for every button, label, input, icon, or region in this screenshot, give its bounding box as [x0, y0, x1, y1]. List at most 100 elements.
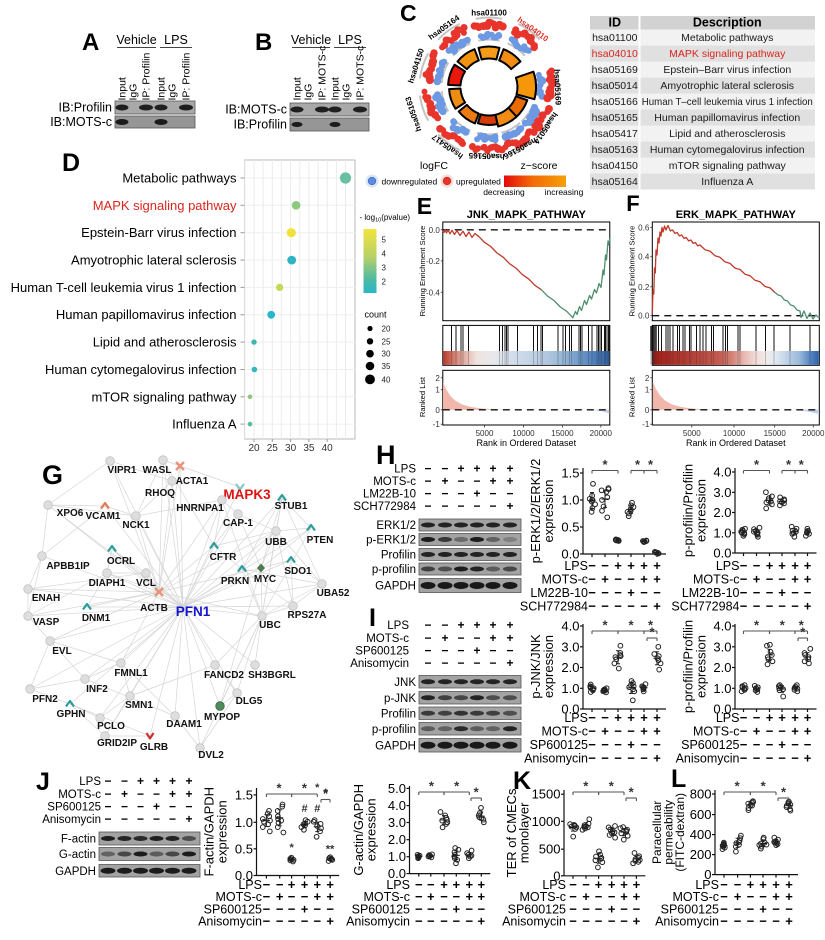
svg-text:SP600125: SP600125: [530, 738, 588, 752]
svg-text:+: +: [276, 889, 284, 904]
svg-text:+: +: [453, 901, 461, 916]
svg-text:+: +: [653, 572, 661, 587]
svg-text:XPO6: XPO6: [57, 508, 84, 519]
svg-text:expression: expression: [541, 635, 556, 698]
svg-text:−: −: [766, 585, 774, 600]
svg-text:0.6: 0.6: [638, 224, 650, 233]
svg-text:+: +: [653, 710, 661, 725]
svg-text:G-actin/GAPDH: G-actin/GAPDH: [351, 784, 366, 876]
svg-text:2: 2: [382, 277, 387, 286]
svg-text:+: +: [121, 787, 128, 801]
svg-text:IP: MOTS-c: IP: MOTS-c: [355, 46, 367, 101]
svg-text:0.4: 0.4: [638, 253, 650, 262]
svg-text:SP600125: SP600125: [204, 902, 262, 916]
svg-text:p-profilin/Profilin: p-profilin/Profilin: [681, 620, 696, 713]
svg-text:−: −: [424, 474, 431, 488]
svg-text:MYPOP: MYPOP: [204, 712, 240, 723]
svg-text:−: −: [740, 751, 748, 766]
svg-text:−: −: [288, 901, 296, 916]
svg-text:2.0: 2.0: [388, 832, 406, 847]
svg-text:DNM1: DNM1: [82, 613, 111, 624]
svg-text:Profilin: Profilin: [381, 708, 416, 720]
svg-text:−: −: [473, 631, 480, 645]
svg-text:+: +: [640, 558, 648, 573]
svg-text:−: −: [441, 462, 448, 476]
svg-text:GLRB: GLRB: [140, 742, 168, 753]
svg-text:+: +: [778, 558, 786, 573]
svg-text:+: +: [608, 877, 616, 892]
svg-text:5000: 5000: [683, 429, 701, 438]
svg-text:+: +: [620, 877, 628, 892]
svg-text:Metabolic pathways: Metabolic pathways: [681, 32, 773, 44]
svg-text:−: −: [778, 724, 786, 739]
svg-text:*: *: [315, 782, 320, 794]
svg-text:NCK1: NCK1: [122, 520, 150, 531]
svg-text:2.0: 2.0: [713, 505, 731, 520]
svg-text:0.5: 0.5: [235, 841, 253, 856]
svg-text:+: +: [778, 737, 786, 752]
svg-text:STUB1: STUB1: [275, 501, 308, 512]
svg-text:Human T–cell leukemia virus 1: Human T–cell leukemia virus 1 infection: [642, 96, 813, 108]
svg-text:FMNL1: FMNL1: [114, 668, 148, 679]
svg-text:−: −: [734, 901, 742, 916]
svg-text:+: +: [753, 724, 761, 739]
svg-text:−: −: [614, 585, 622, 600]
svg-text:IB:Profilin: IB:Profilin: [59, 101, 113, 115]
svg-text:+: +: [326, 877, 334, 892]
svg-text:1.0: 1.0: [235, 815, 253, 830]
svg-text:−: −: [427, 914, 435, 929]
svg-text:GAPDH: GAPDH: [375, 581, 416, 593]
svg-text:-1: -1: [433, 420, 441, 429]
svg-text:+: +: [489, 631, 496, 645]
svg-text:−: −: [153, 787, 160, 801]
svg-text:IB:MOTS-c: IB:MOTS-c: [225, 103, 287, 117]
svg-text:0: 0: [553, 868, 560, 883]
svg-text:+: +: [653, 751, 661, 766]
svg-text:−: −: [121, 812, 128, 826]
svg-text:+: +: [627, 737, 635, 752]
svg-text:F: F: [626, 191, 639, 216]
svg-text:#: #: [314, 803, 320, 815]
svg-text:−: −: [614, 724, 622, 739]
svg-text:−: −: [569, 877, 577, 892]
svg-text:-0.4: -0.4: [426, 288, 440, 297]
svg-text:Anisomycin: Anisomycin: [350, 658, 409, 670]
svg-text:−: −: [627, 572, 635, 587]
svg-text:hsa05014: hsa05014: [592, 80, 638, 92]
svg-text:decreasing: decreasing: [483, 187, 525, 197]
svg-text:LPS: LPS: [238, 878, 262, 892]
svg-text:−: −: [466, 914, 474, 929]
svg-text:IB:Profilin: IB:Profilin: [234, 118, 288, 132]
svg-text:I: I: [369, 604, 376, 632]
svg-text:RPS27A: RPS27A: [288, 610, 327, 621]
svg-text:0.0: 0.0: [429, 226, 441, 235]
svg-text:G-actin: G-actin: [59, 849, 96, 861]
svg-text:IgG: IgG: [128, 84, 140, 101]
svg-text:+: +: [473, 487, 480, 501]
svg-text:LPS: LPS: [79, 776, 101, 788]
svg-text:−: −: [747, 901, 755, 916]
svg-text:+: +: [614, 558, 622, 573]
svg-text:INF2: INF2: [86, 684, 108, 695]
svg-text:Running Enrichment Score: Running Enrichment Score: [627, 226, 636, 317]
svg-text:5.0: 5.0: [388, 781, 406, 796]
svg-text:J: J: [36, 768, 50, 796]
svg-text:−: −: [759, 914, 767, 929]
svg-text:LPS: LPS: [394, 464, 416, 476]
svg-text:+: +: [766, 558, 774, 573]
svg-text:+: +: [301, 901, 309, 916]
svg-text:−: −: [466, 901, 474, 916]
svg-text:+: +: [506, 656, 513, 670]
svg-text:+: +: [473, 462, 480, 476]
svg-text:MOTS-c: MOTS-c: [373, 476, 416, 488]
svg-text:LPS: LPS: [386, 878, 410, 892]
svg-text:−: −: [137, 800, 144, 814]
svg-text:+: +: [601, 572, 609, 587]
svg-text:+: +: [314, 889, 322, 904]
svg-text:−: −: [791, 585, 799, 600]
svg-text:DVL2: DVL2: [198, 750, 224, 761]
svg-text:+: +: [785, 877, 793, 892]
svg-text:−: −: [588, 710, 596, 725]
svg-text:−: −: [595, 914, 603, 929]
svg-text:1: 1: [645, 386, 650, 395]
